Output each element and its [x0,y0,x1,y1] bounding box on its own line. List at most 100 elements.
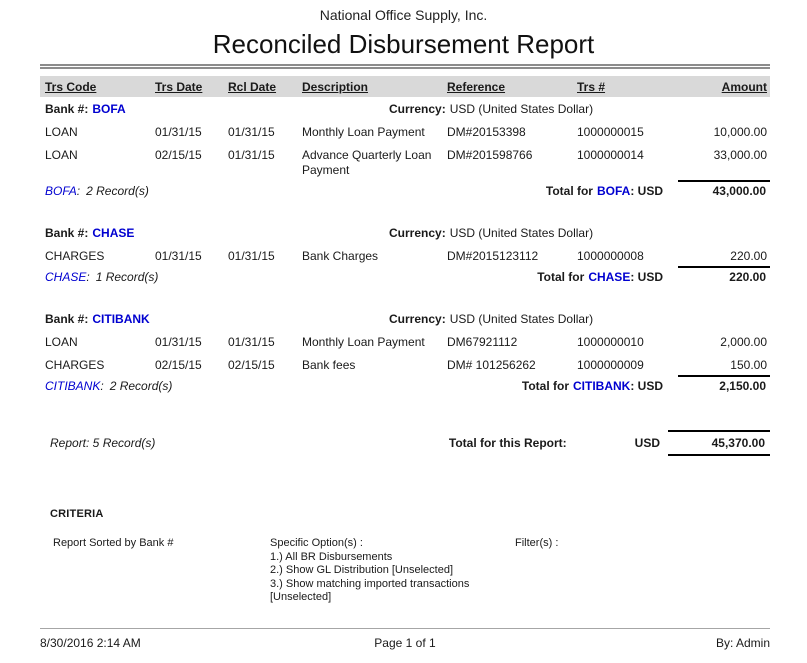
cell-trs-number: 1000000014 [577,148,644,162]
report-total-label: Total for this Report: [448,436,567,450]
column-header-description: Description [302,79,369,94]
table-row: LOAN 02/15/15 01/31/15 Advance Quarterly… [40,140,770,178]
bank-code-link[interactable]: BOFA [92,102,126,116]
bank-code-bold: BOFA [596,184,631,198]
column-header-amount: Amount [721,79,767,94]
cell-trs-date: 02/15/15 [155,148,202,162]
bank-header-row: Bank #: CHASE Currency: USD (United States… [40,221,770,241]
footer-by-user: By: Admin [715,636,770,650]
total-suffix-text: : USD [630,270,663,284]
title-divider [40,64,770,69]
table-row: CHARGES 02/15/15 02/15/15 Bank fees DM# … [40,350,770,373]
bank-section-chase: Bank #: CHASE Currency: USD (United States… [40,221,770,285]
bank-section-bofa: Bank #: BOFA Currency: USD (United States … [40,97,770,199]
currency-info: Currency: USD (United States Dollar) [389,102,593,116]
cell-amount: 2,000.00 [720,335,767,349]
colon: : [100,379,104,393]
bank-label-text: Bank #: [45,102,89,116]
bank-total-label: Total for CHASE: USD [537,270,663,285]
total-for-text: Total for [521,379,569,393]
cell-trs-number: 1000000015 [577,125,644,139]
column-header-trs-number: Trs # [577,79,606,94]
criteria-grid: Report Sorted by Bank # Specific Option(… [40,537,770,605]
report-footer: 8/30/2016 2:14 AM Page 1 of 1 By: Admin [40,628,770,650]
cell-description: Monthly Loan Payment [302,335,425,349]
colon: : [76,184,81,198]
criteria-heading: CRITERIA [50,508,104,520]
bank-record-count: BOFA: 2 Record(s) [40,184,546,199]
bank-record-count: CITIBANK: 2 Record(s) [40,379,522,394]
company-name: National Office Supply, Inc. [319,7,488,23]
bank-record-count: CHASE: 1 Record(s) [40,270,537,285]
bank-total-amount: 220.00 [678,266,770,285]
cell-trs-code: LOAN [45,148,78,162]
currency-value: USD (United States Dollar) [449,226,594,240]
cell-reference: DM#201598766 [447,148,533,162]
report-record-count: Report: 5 Record(s) [50,436,156,450]
criteria-sort-column: Report Sorted by Bank # [53,537,270,605]
cell-trs-date: 01/31/15 [155,249,202,263]
bank-number-label: Bank #: CITIBANK [45,312,150,326]
bank-subtotal-row: CHASE: 1 Record(s) Total for CHASE: USD 22… [40,266,770,285]
cell-rcl-date: 01/31/15 [228,335,275,349]
record-count-text: 1 Record(s) [95,270,159,284]
bank-section-citibank: Bank #: CITIBANK Currency: USD (United Sta… [40,307,770,394]
criteria-sorted-by: Report Sorted by Bank # [53,537,174,549]
cell-description: Advance Quarterly Loan Payment [302,148,432,177]
bank-header-row: Bank #: BOFA Currency: USD (United States … [40,97,770,117]
cell-amount: 150.00 [730,358,767,372]
cell-trs-code: LOAN [45,335,78,349]
report-total-row: Report: 5 Record(s) Total for this Repor… [40,430,770,456]
cell-reference: DM#2015123112 [447,249,539,263]
criteria-filters-column: Filter(s) : [515,537,770,605]
cell-amount: 10,000.00 [713,125,767,139]
cell-trs-date: 02/15/15 [155,358,202,372]
criteria-options-label: Specific Option(s) : [270,537,363,549]
currency-info: Currency: USD (United States Dollar) [389,312,593,326]
currency-label: Currency: [389,312,446,326]
bank-code-bold: CHASE [588,270,631,284]
report-total-amount: 45,370.00 [668,430,770,456]
total-for-text: Total for [537,270,585,284]
bank-subtotal-row: BOFA: 2 Record(s) Total for BOFA: USD 43,0… [40,180,770,199]
cell-rcl-date: 02/15/15 [228,358,275,372]
bank-code-italic: CITIBANK [45,379,101,393]
currency-label: Currency: [389,226,446,240]
criteria-options-column: Specific Option(s) : 1.) All BR Disburse… [270,537,515,605]
total-for-text: Total for [545,184,593,198]
bank-total-label: Total for CITIBANK: USD [522,379,663,394]
column-header-trs-date: Trs Date [155,79,203,94]
colon: : [86,270,90,284]
bank-code-link[interactable]: CITIBANK [92,312,150,326]
criteria-section: CRITERIA Report Sorted by Bank # Specifi… [40,508,770,605]
currency-value: USD (United States Dollar) [449,102,594,116]
cell-description: Bank Charges [302,249,379,263]
cell-trs-number: 1000000008 [577,249,644,263]
criteria-option: [Unselected] [270,591,332,603]
criteria-filters-label: Filter(s) : [515,537,559,549]
column-header-row: Trs Code Trs Date Rcl Date Description R… [40,76,770,97]
column-header-reference: Reference [447,79,506,94]
bank-subtotal-row: CITIBANK: 2 Record(s) Total for CITIBANK: … [40,375,770,394]
criteria-option: 3.) Show matching imported transactions [270,577,470,590]
bank-total-label: Total for BOFA: USD [546,184,663,199]
page-title: Reconciled Disbursement Report [212,29,595,59]
cell-reference: DM# 101256262 [447,358,536,372]
bank-number-label: Bank #: BOFA [45,102,126,116]
cell-rcl-date: 01/31/15 [228,148,275,162]
bank-code-link[interactable]: CHASE [92,226,135,240]
column-header-rcl-date: Rcl Date [228,79,277,94]
record-count-text: 2 Record(s) [86,184,149,198]
total-suffix-text: : USD [630,184,663,198]
cell-trs-number: 1000000009 [577,358,644,372]
cell-reference: DM#20153398 [447,125,526,139]
criteria-option: 2.) Show GL Distribution [Unselected] [270,564,454,576]
cell-rcl-date: 01/31/15 [228,125,275,139]
footer-page-number: Page 1 of 1 [374,636,436,650]
bank-code-italic: BOFA [45,184,77,198]
cell-trs-date: 01/31/15 [155,335,202,349]
report-header: National Office Supply, Inc. Reconciled … [0,6,807,59]
record-count-text: 2 Record(s) [109,379,173,393]
bank-total-amount: 2,150.00 [678,375,770,394]
